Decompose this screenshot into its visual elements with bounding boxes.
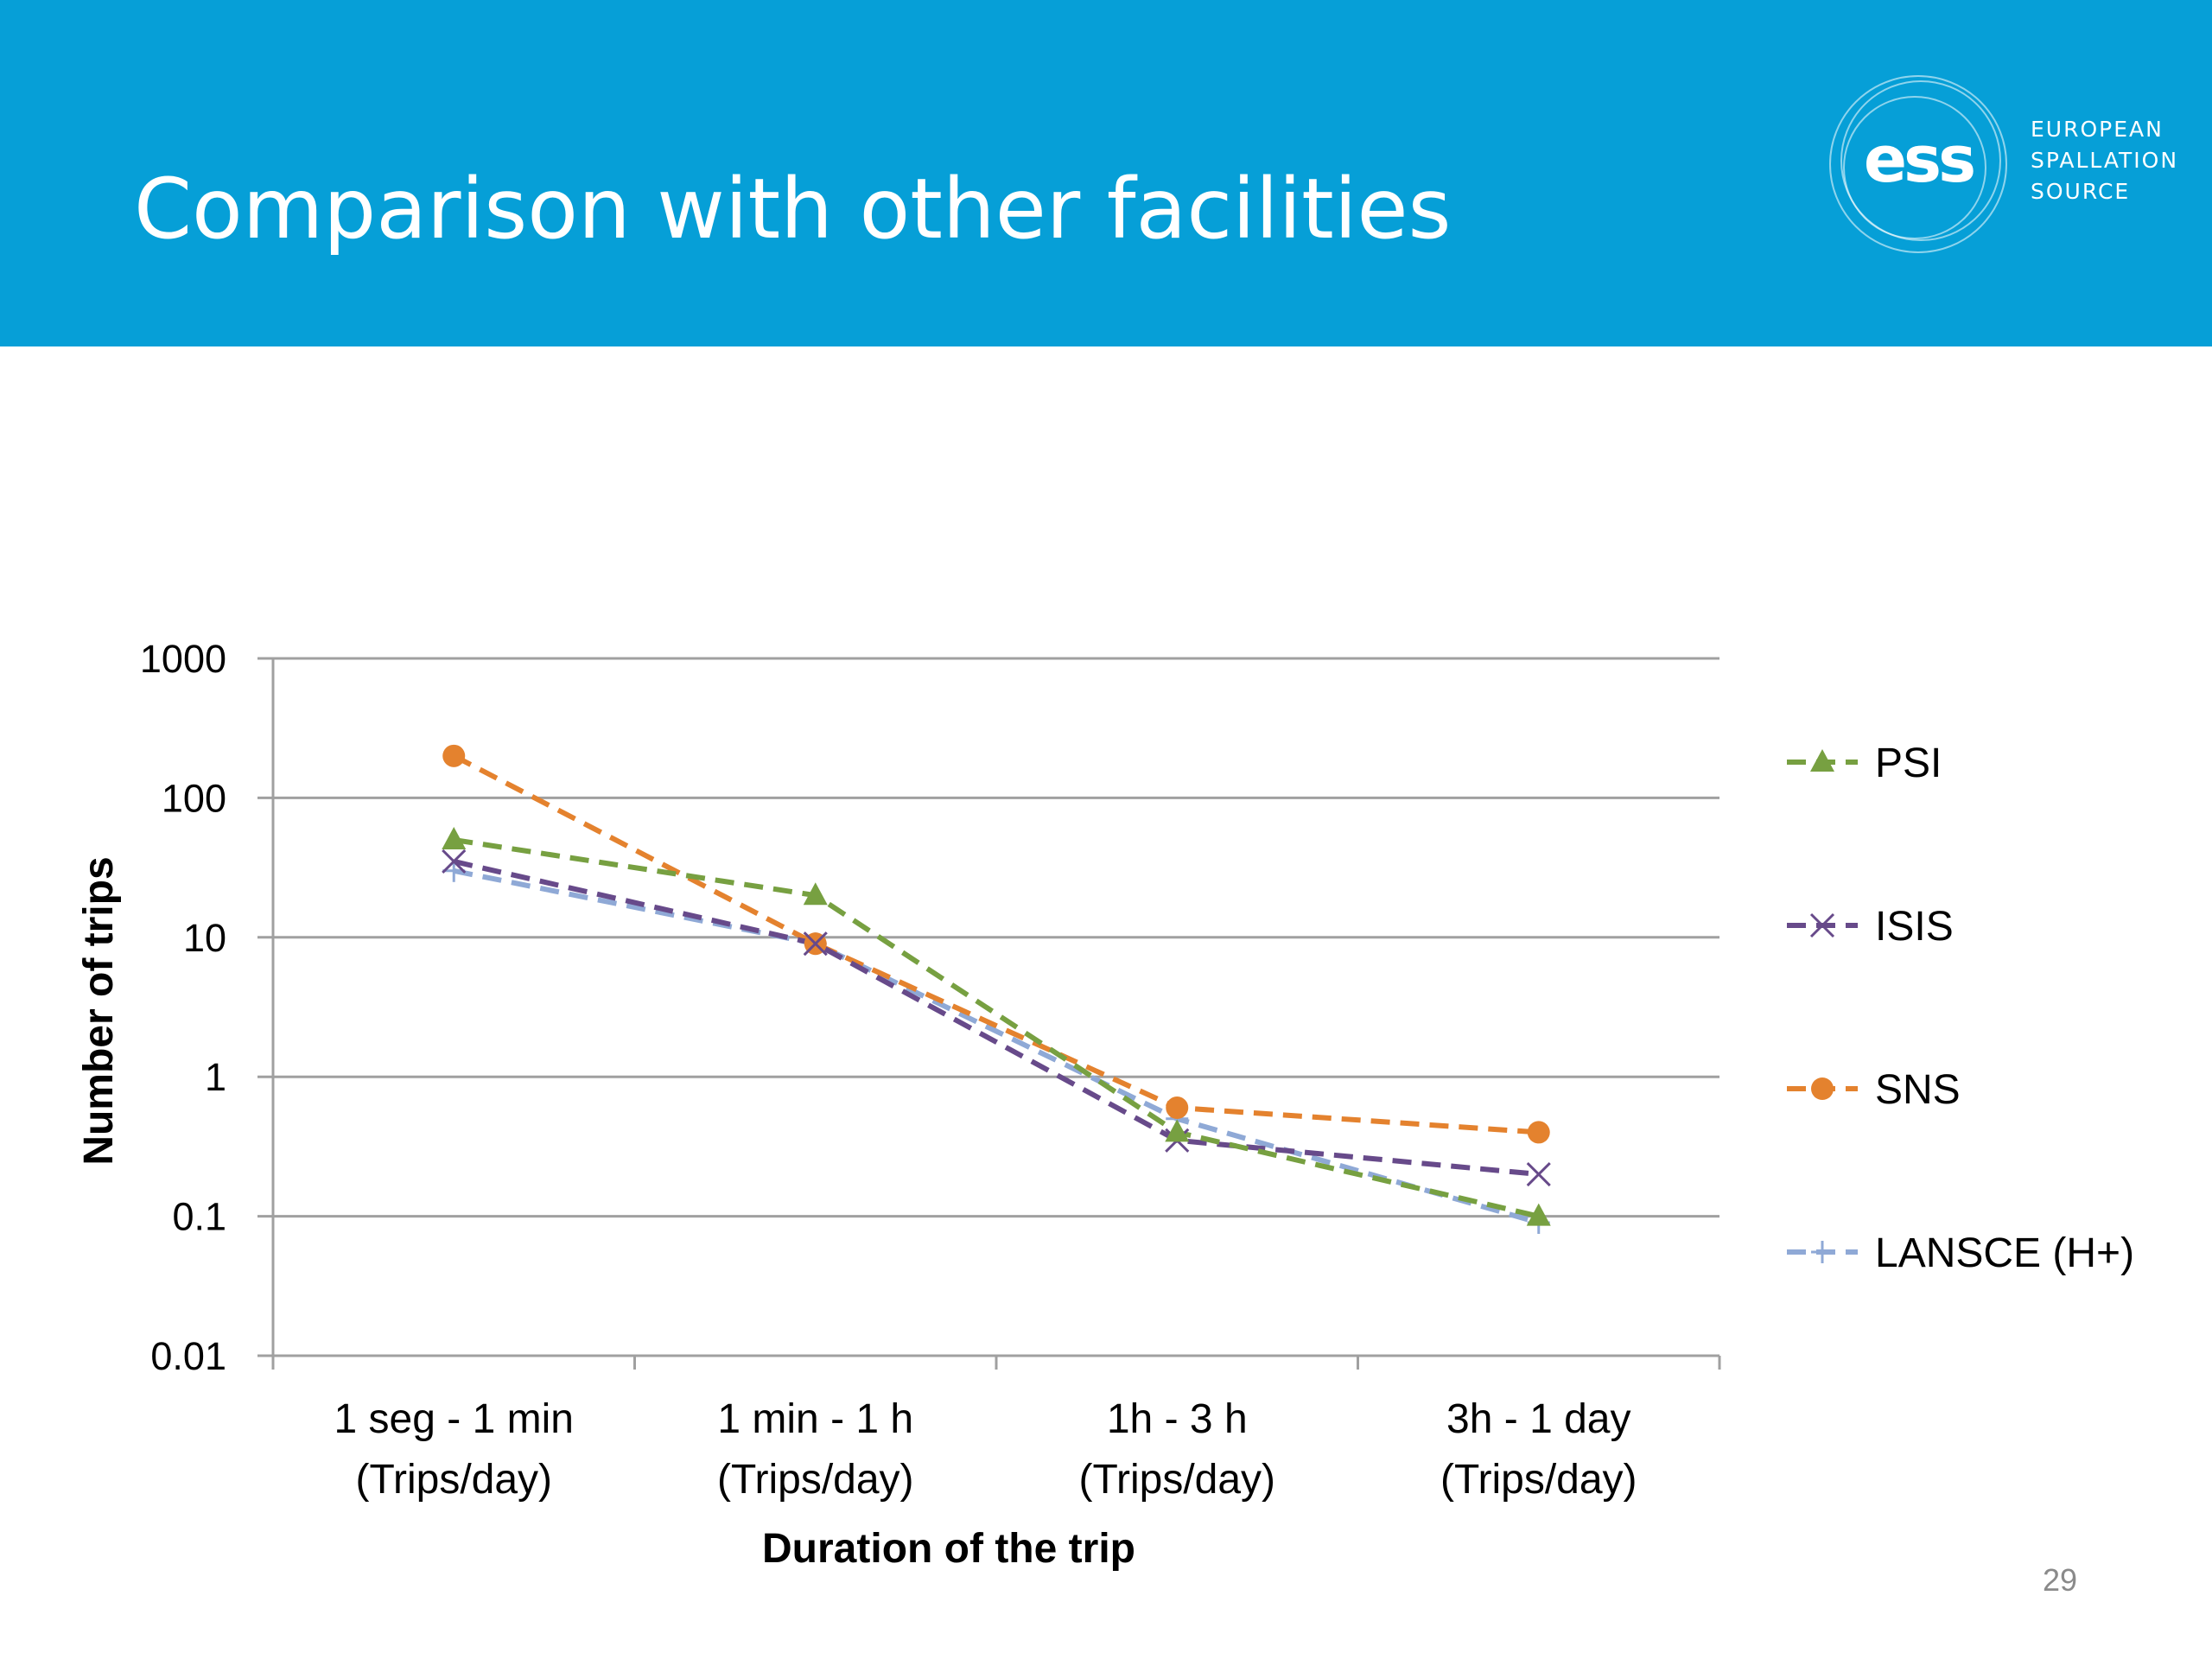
x-marker-stroke	[803, 931, 828, 957]
legend: PSI ISIS SNS LANSCE (H+)	[1787, 741, 2134, 1276]
slide-header: Comparison with other facilities ess EUR…	[0, 0, 2212, 346]
y-tick-label: 0.1	[172, 1195, 226, 1239]
y-tick-label: 1	[205, 1055, 226, 1099]
triangle-marker	[1810, 749, 1834, 772]
logo-line: SOURCE	[2031, 179, 2131, 204]
series-line-psi	[453, 837, 1540, 1219]
legend-item-isis: ISIS	[1787, 904, 1954, 950]
y-axis-title: Number of trips	[76, 856, 122, 1165]
legend-item-psi: PSI	[1787, 741, 1942, 786]
x-category-label: (Trips/day)	[355, 1457, 552, 1503]
series-line-isis	[453, 859, 1540, 1178]
triangle-marker	[442, 826, 467, 849]
x-marker	[1809, 912, 1835, 938]
y-tick-label: 0.01	[150, 1334, 226, 1378]
series-line-sns	[452, 753, 1539, 1135]
series-markers	[442, 744, 1551, 1234]
ess-logo-mark: ess	[1864, 123, 1974, 197]
x-category-labels: 1 seg - 1 min (Trips/day) 1 min - 1 h (Trip…	[334, 1396, 1637, 1503]
x-marker-stroke	[1526, 1161, 1551, 1187]
x-category-label: 3h - 1 day	[1446, 1396, 1630, 1442]
x-category-label: 1 seg - 1 min	[334, 1396, 574, 1442]
x-category-label: 1h - 3 h	[1107, 1396, 1248, 1442]
circle-marker	[1527, 1121, 1550, 1144]
plus-marker	[442, 859, 466, 882]
series-lines	[452, 753, 1540, 1225]
legend-item-sns: SNS	[1787, 1067, 1961, 1113]
y-tick-labels: 1000 100 10 1 0.1 0.01	[140, 637, 226, 1378]
series-line-lansce-h	[453, 868, 1540, 1225]
logo-wordmark: EUROPEAN SPALLATION SOURCE	[2031, 114, 2178, 207]
axes	[271, 658, 1721, 1370]
circle-marker	[442, 744, 466, 767]
x-category-label: (Trips/day)	[717, 1457, 914, 1503]
triangle-marker	[1526, 1203, 1551, 1226]
y-tick-label: 100	[162, 776, 226, 820]
x-marker-stroke	[442, 849, 467, 874]
x-axis-title: Duration of the trip	[762, 1526, 1135, 1572]
page-number: 29	[2042, 1562, 2077, 1598]
x-marker-stroke	[1809, 912, 1835, 938]
legend-label: SNS	[1875, 1067, 1961, 1113]
x-marker	[803, 931, 828, 957]
circle-marker	[1811, 1077, 1834, 1100]
legend-item-lansce-h: LANSCE (H+)	[1787, 1230, 2134, 1276]
x-marker	[1526, 1161, 1551, 1187]
x-category-label: (Trips/day)	[1078, 1457, 1275, 1503]
x-category-label: (Trips/day)	[1440, 1457, 1637, 1503]
triangle-marker	[1165, 1119, 1190, 1142]
x-category-label: 1 min - 1 h	[717, 1396, 913, 1442]
x-marker	[442, 849, 467, 874]
ess-logo: ess	[1829, 75, 2007, 253]
plus-marker	[1811, 1241, 1834, 1263]
legend-label: LANSCE (H+)	[1875, 1230, 2134, 1276]
slide-title: Comparison with other facilities	[134, 161, 1452, 257]
legend-label: PSI	[1875, 741, 1942, 786]
trips-line-chart: 1000 100 10 1 0.1 0.01 1 seg - 1 min (Trips/da…	[76, 637, 2134, 1572]
y-tick-label: 10	[183, 916, 226, 960]
circle-marker	[1166, 1096, 1189, 1120]
triangle-marker	[803, 882, 828, 906]
logo-line: EUROPEAN	[2031, 117, 2164, 142]
logo-line: SPALLATION	[2031, 148, 2179, 173]
legend-label: ISIS	[1875, 904, 1954, 950]
y-tick-label: 1000	[140, 637, 226, 681]
